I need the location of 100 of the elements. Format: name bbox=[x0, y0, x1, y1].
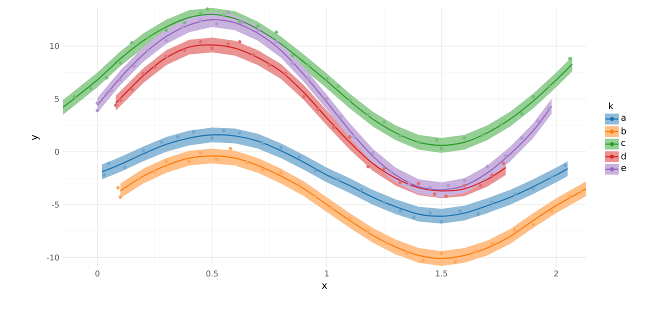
point bbox=[290, 61, 294, 65]
legend-label: e bbox=[621, 166, 626, 172]
point bbox=[176, 135, 180, 139]
point bbox=[416, 182, 420, 186]
point bbox=[88, 86, 92, 90]
point bbox=[146, 48, 150, 52]
point bbox=[382, 200, 386, 204]
point bbox=[336, 177, 340, 182]
point bbox=[180, 25, 184, 29]
point bbox=[536, 119, 540, 123]
point bbox=[474, 249, 478, 253]
point bbox=[210, 46, 214, 50]
point bbox=[206, 7, 210, 11]
point bbox=[348, 216, 352, 220]
point bbox=[486, 164, 490, 168]
point bbox=[564, 164, 568, 168]
point bbox=[405, 251, 409, 256]
point bbox=[306, 63, 310, 67]
point bbox=[444, 194, 448, 198]
point bbox=[330, 206, 334, 210]
point bbox=[306, 77, 310, 81]
point bbox=[187, 159, 191, 164]
point bbox=[114, 103, 118, 108]
point bbox=[550, 209, 554, 213]
point bbox=[274, 40, 278, 44]
point bbox=[338, 115, 342, 119]
point bbox=[336, 84, 340, 88]
point bbox=[416, 140, 420, 144]
point bbox=[513, 192, 517, 196]
point bbox=[366, 229, 370, 233]
point bbox=[222, 128, 226, 132]
point bbox=[279, 146, 283, 150]
point bbox=[490, 242, 494, 246]
point bbox=[478, 184, 482, 188]
point bbox=[274, 30, 278, 34]
point bbox=[116, 186, 120, 190]
point bbox=[164, 159, 168, 164]
point bbox=[297, 182, 302, 186]
point bbox=[284, 72, 288, 76]
point bbox=[316, 108, 320, 112]
point bbox=[398, 134, 402, 138]
point bbox=[164, 54, 168, 58]
point bbox=[550, 175, 554, 179]
point bbox=[214, 22, 218, 26]
point bbox=[182, 21, 186, 25]
point bbox=[435, 138, 439, 142]
y-axis-title: y bbox=[32, 134, 40, 140]
point bbox=[198, 40, 202, 44]
point bbox=[520, 112, 524, 116]
point bbox=[136, 177, 140, 182]
point bbox=[520, 136, 524, 140]
point bbox=[260, 142, 264, 146]
point bbox=[107, 162, 111, 166]
point bbox=[102, 173, 106, 177]
point bbox=[314, 194, 318, 198]
point bbox=[398, 209, 402, 213]
point bbox=[118, 195, 122, 200]
point bbox=[146, 36, 150, 40]
point bbox=[130, 41, 134, 45]
point bbox=[531, 95, 536, 99]
point bbox=[198, 151, 202, 155]
point bbox=[118, 98, 122, 102]
point bbox=[302, 95, 306, 99]
point bbox=[314, 169, 318, 173]
point bbox=[244, 160, 248, 164]
point bbox=[502, 162, 506, 166]
point bbox=[548, 106, 552, 110]
point bbox=[446, 184, 450, 188]
point bbox=[548, 84, 552, 88]
point bbox=[268, 63, 272, 67]
point bbox=[440, 220, 444, 224]
point bbox=[531, 186, 536, 191]
point bbox=[359, 188, 363, 192]
point bbox=[279, 171, 283, 175]
point bbox=[96, 108, 100, 112]
point bbox=[332, 126, 336, 130]
point bbox=[428, 186, 432, 190]
point bbox=[240, 21, 244, 25]
point bbox=[160, 140, 164, 144]
legend-label: a bbox=[621, 116, 626, 121]
point bbox=[96, 101, 100, 105]
point bbox=[152, 65, 157, 69]
point bbox=[504, 154, 508, 158]
point bbox=[325, 77, 329, 81]
point bbox=[480, 133, 485, 137]
point bbox=[132, 64, 136, 68]
point bbox=[440, 251, 444, 256]
point bbox=[256, 24, 260, 28]
point bbox=[325, 97, 329, 101]
point bbox=[260, 168, 264, 172]
point bbox=[72, 95, 76, 99]
point bbox=[130, 88, 134, 92]
point bbox=[214, 157, 218, 161]
point bbox=[453, 260, 458, 264]
point bbox=[428, 211, 432, 215]
point bbox=[412, 216, 416, 220]
point bbox=[297, 155, 302, 159]
point bbox=[164, 28, 168, 32]
point bbox=[226, 10, 230, 14]
point bbox=[458, 209, 462, 213]
